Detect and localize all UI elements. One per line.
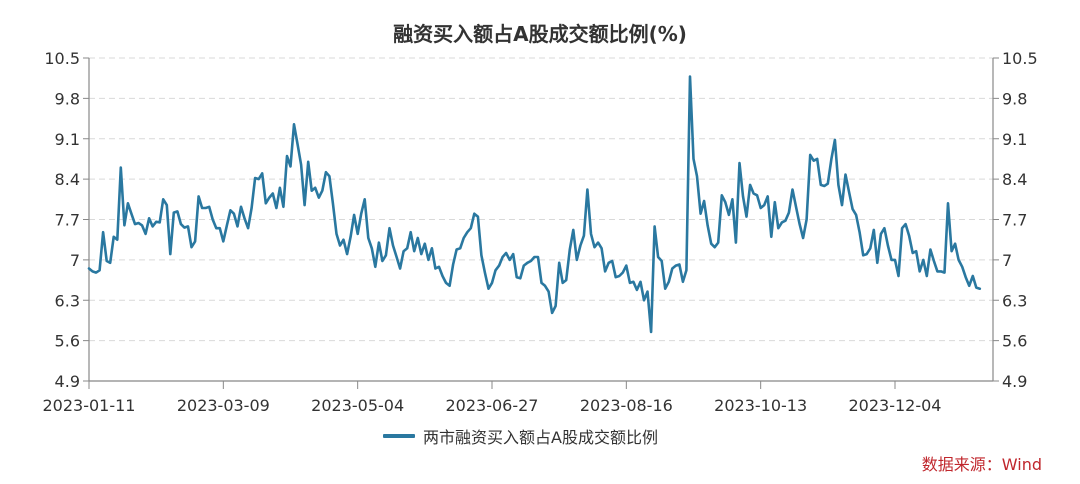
y-tick-label-right: 6.3: [1002, 291, 1027, 310]
y-tick-label-right: 5.6: [1002, 332, 1027, 351]
x-tick-label: 2023-01-11: [43, 396, 136, 415]
data-source-note: 数据来源：Wind: [921, 455, 1042, 474]
legend-line-swatch: [383, 434, 415, 438]
y-tick-label-left: 7.7: [55, 211, 80, 230]
chart-title: 融资买入额占A股成交额比例(%): [393, 22, 687, 46]
y-tick-label-right: 7.7: [1002, 211, 1027, 230]
y-tick-label-left: 7: [70, 251, 80, 270]
y-tick-label-left: 8.4: [55, 170, 80, 189]
x-tick-label: 2023-10-13: [714, 396, 807, 415]
axes: [83, 57, 999, 389]
series-line: [87, 75, 982, 334]
y-tick-label-left: 5.6: [55, 332, 80, 351]
y-tick-label-right: 10.5: [1002, 49, 1038, 68]
y-tick-label-left: 4.9: [55, 372, 80, 391]
y-tick-label-right: 8.4: [1002, 170, 1027, 189]
legend: 两市融资买入额占A股成交额比例: [383, 424, 658, 448]
y-axis-left-labels: 4.9 5.6 6.3 7 7.7 8.4 9.1 9.8 10.5: [44, 49, 80, 391]
y-tick-label-right: 4.9: [1002, 372, 1027, 391]
legend-label: 两市融资买入额占A股成交额比例: [423, 428, 658, 447]
y-tick-label-left: 9.1: [55, 130, 80, 149]
y-tick-label-right: 9.8: [1002, 89, 1027, 108]
x-tick-label: 2023-08-16: [580, 396, 673, 415]
y-tick-label-right: 7: [1002, 251, 1012, 270]
gridlines: [89, 57, 993, 342]
x-tick-label: 2023-03-09: [177, 396, 270, 415]
x-axis-labels: 2023-01-11 2023-03-09 2023-05-04 2023-06-27…: [43, 396, 942, 415]
y-tick-label-left: 9.8: [55, 89, 80, 108]
x-tick-label: 2023-12-04: [849, 396, 942, 415]
y-tick-label-left: 10.5: [44, 49, 80, 68]
y-axis-right-labels: 4.9 5.6 6.3 7 7.7 8.4 9.1 9.8 10.5: [1002, 49, 1038, 391]
x-tick-label: 2023-05-04: [311, 396, 404, 415]
y-tick-label-right: 9.1: [1002, 130, 1027, 149]
x-tick-label: 2023-06-27: [446, 396, 539, 415]
y-tick-label-left: 6.3: [55, 291, 80, 310]
